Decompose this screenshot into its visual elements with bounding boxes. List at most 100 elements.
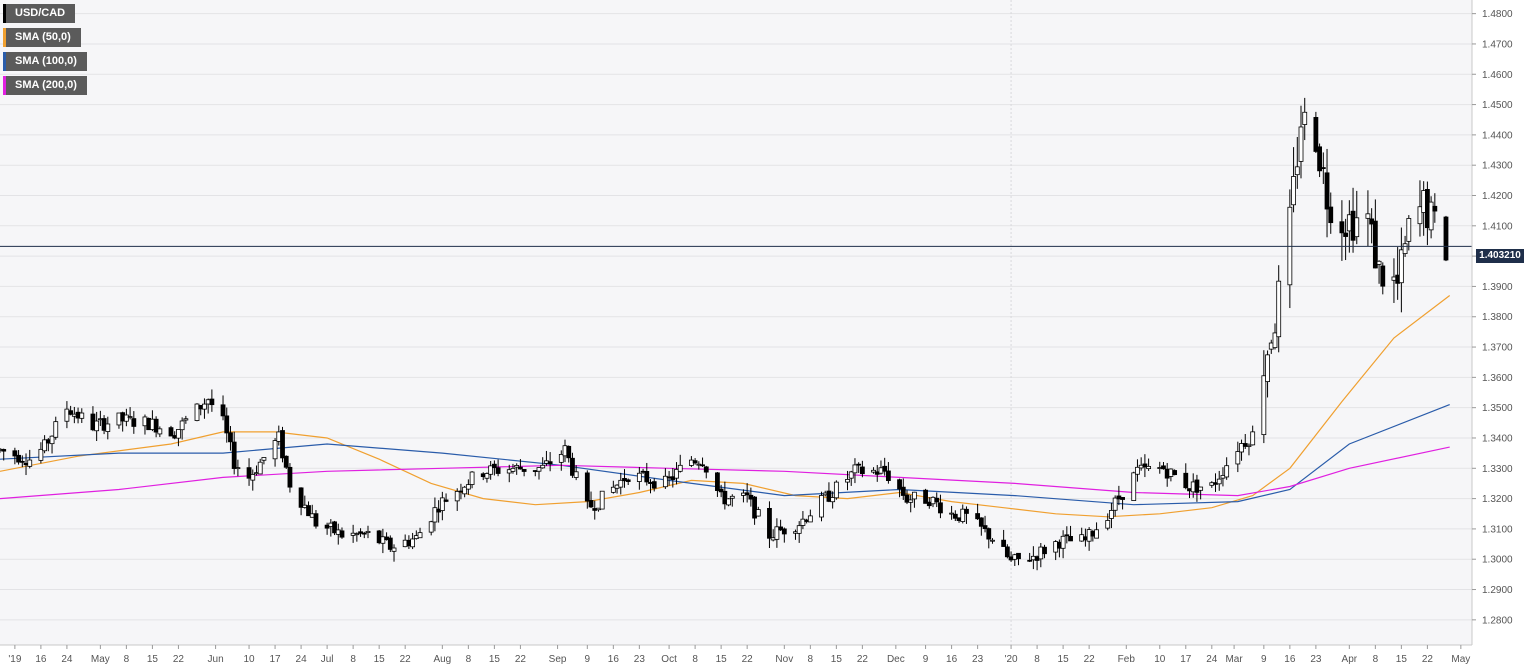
x-tick-label: 15: [147, 654, 159, 665]
candle-body: [1, 449, 7, 452]
candle-body: [975, 513, 981, 520]
candle-body: [1064, 534, 1070, 537]
candle-body: [224, 415, 230, 434]
candle-body: [1112, 497, 1118, 511]
candle-body: [491, 463, 497, 469]
legend-item-sma-100[interactable]: SMA (100,0): [3, 52, 87, 71]
candle-body: [912, 491, 917, 500]
candle-body: [465, 484, 471, 490]
candle-body: [852, 464, 858, 474]
sma-lines: [0, 295, 1451, 518]
candle-body: [127, 416, 133, 418]
x-tick-label: 9: [923, 654, 929, 665]
candle-body: [510, 467, 516, 472]
candle-body: [636, 472, 642, 482]
y-tick-label: 1.4300: [1482, 161, 1513, 172]
candle-body: [514, 465, 520, 468]
candle-body: [1313, 117, 1319, 152]
candle-body: [354, 533, 360, 536]
candlesticks: [0, 97, 1449, 571]
candle-body: [584, 472, 590, 502]
y-tick-label: 1.4600: [1482, 70, 1513, 81]
candle-body: [454, 491, 460, 502]
candle-body: [718, 488, 724, 493]
y-tick-label: 1.3200: [1482, 494, 1513, 505]
y-tick-label: 1.3900: [1482, 282, 1513, 293]
candle-body: [287, 466, 293, 488]
x-tick-label: Apr: [1342, 654, 1358, 665]
y-tick-label: 1.2900: [1482, 585, 1513, 596]
candle-body: [767, 507, 772, 539]
candle-body: [859, 466, 865, 475]
candle-body: [1146, 466, 1152, 470]
candle-body: [547, 461, 553, 465]
legend-item-sma-50[interactable]: SMA (50,0): [3, 28, 81, 47]
candle-body: [982, 525, 988, 530]
candle-body: [19, 460, 25, 463]
candle-body: [1004, 546, 1010, 558]
x-tick-label: Jun: [208, 654, 224, 665]
candle-body: [1235, 451, 1241, 465]
candle-body: [432, 507, 438, 523]
candle-body: [1432, 205, 1438, 212]
candle-body: [1298, 126, 1304, 162]
x-tick-label: 22: [1084, 654, 1096, 665]
candle-body: [1131, 472, 1137, 501]
y-axis-ticks: 1.2800 1.2900 1.3000 1.3100 1.3200 1.3300 1.34…: [1472, 9, 1513, 626]
candle-body: [900, 486, 906, 496]
candle-body: [283, 455, 289, 468]
x-tick-label: Nov: [775, 654, 793, 665]
x-tick-label: May: [91, 654, 110, 665]
candle-body: [1001, 539, 1007, 547]
candle-body: [662, 475, 668, 488]
candle-body: [644, 471, 650, 483]
legend-item-sma-200[interactable]: SMA (200,0): [3, 76, 87, 95]
candle-body: [752, 496, 757, 519]
legend-swatch-sma-100: [3, 52, 6, 71]
candle-body: [42, 439, 48, 452]
candle-body: [1109, 510, 1114, 519]
candle-body: [358, 531, 363, 534]
candle-body: [960, 508, 966, 522]
candle-body: [1398, 249, 1404, 284]
candle-body: [807, 515, 813, 523]
candle-body: [986, 528, 992, 540]
candle-body: [540, 464, 546, 469]
x-tick-label: 15: [831, 654, 843, 665]
candle-body: [755, 509, 761, 517]
current-price-badge: 1.403210: [1476, 249, 1524, 263]
x-tick-label: 22: [173, 654, 185, 665]
candle-body: [1265, 354, 1270, 382]
x-tick-label: 24: [296, 654, 308, 665]
legend-label-sma-50: SMA (50,0): [15, 31, 71, 43]
candle-body: [339, 530, 345, 538]
x-tick-label: 22: [857, 654, 869, 665]
candle-body: [94, 420, 100, 432]
candle-body: [886, 470, 891, 481]
candle-body: [123, 414, 129, 422]
x-tick-label: 15: [716, 654, 728, 665]
candle-body: [518, 466, 523, 470]
x-tick-label: 24: [1206, 654, 1218, 665]
candle-body: [1198, 486, 1204, 491]
candle-body: [1328, 206, 1334, 224]
y-tick-label: 1.3600: [1482, 373, 1513, 384]
candle-body: [1294, 166, 1300, 176]
candle-body: [168, 427, 174, 437]
legend-item-usdcad[interactable]: USD/CAD: [3, 4, 76, 23]
x-tick-label: Feb: [1118, 654, 1136, 665]
x-tick-label: 23: [634, 654, 646, 665]
y-tick-label: 1.3100: [1482, 524, 1513, 535]
candle-body: [1194, 479, 1200, 493]
candle-body: [1120, 497, 1125, 500]
candle-body: [830, 497, 836, 503]
candle-body: [952, 513, 958, 519]
x-tick-label: '20: [1005, 654, 1018, 665]
candle-body: [1443, 216, 1449, 261]
candle-body: [923, 489, 928, 504]
candle-body: [183, 418, 189, 421]
candle-body: [12, 450, 18, 457]
candle-body: [280, 430, 285, 459]
candle-body: [79, 412, 85, 419]
